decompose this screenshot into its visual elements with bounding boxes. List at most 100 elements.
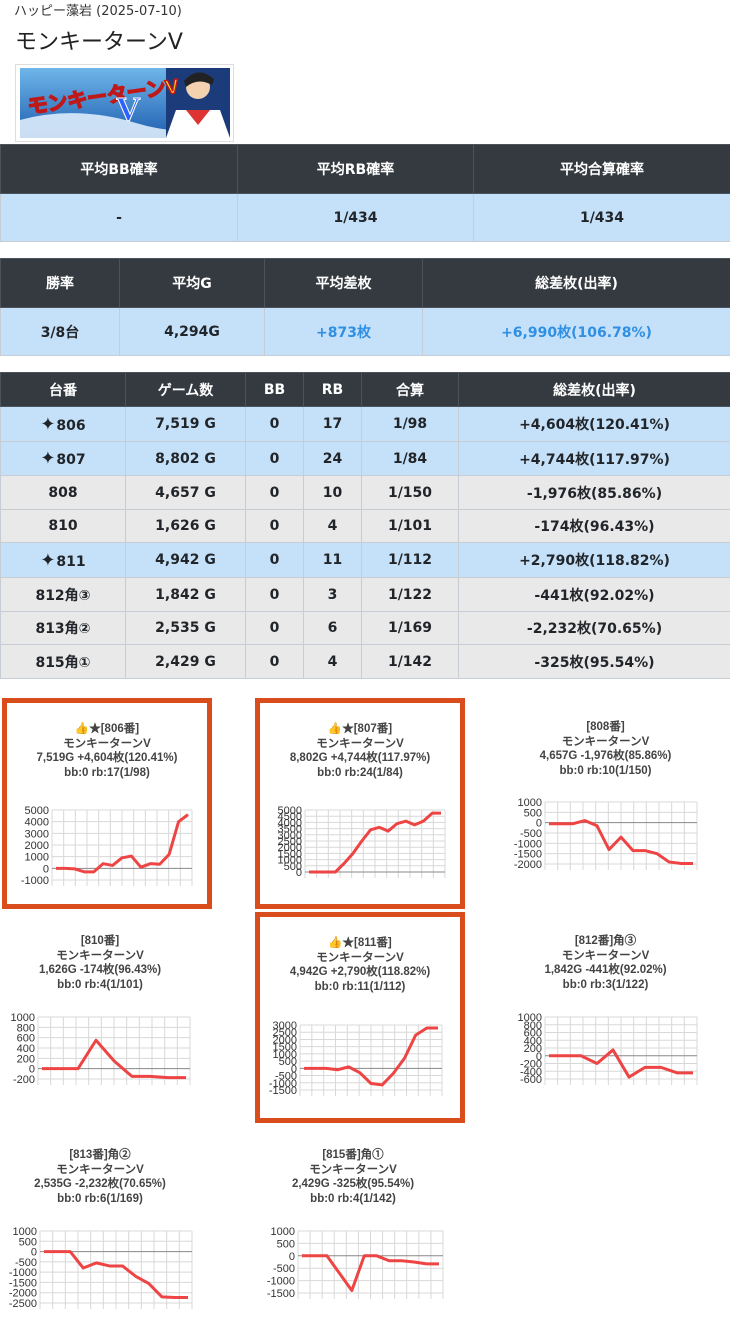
value-win-rate: 3/8台 [0, 307, 120, 356]
y-tick-label: -2500 [9, 1298, 37, 1310]
col-combined: 合算 [361, 372, 459, 407]
combined-cell: 1/112 [361, 542, 459, 578]
machine-table: 台番 ゲーム数 BB RB 合算 総差枚(出率) ✦806 7,519 G 0 17 1… [0, 372, 730, 679]
header-avg-bb: 平均BB確率 [0, 144, 238, 194]
y-tick-label: 1500 [273, 1042, 297, 1054]
y-tick-label: -600 [520, 1074, 542, 1086]
col-rb: RB [303, 372, 362, 407]
chart-title: 👍★[806番] モンキーターンV 7,519G +4,604枚(120.41%) b… [7, 722, 207, 780]
col-games: ゲーム数 [125, 372, 246, 407]
y-tick-label: 400 [524, 1035, 542, 1047]
y-tick-label: 400 [17, 1043, 35, 1055]
games-cell: 2,429 G [125, 644, 246, 679]
page-title: モンキーターンV [15, 30, 183, 55]
machine-chart-card: 👍★[806番] モンキーターンV 7,519G +4,604枚(120.41%) b… [2, 698, 212, 909]
chart-title-line: [813番]角② [69, 1149, 131, 1161]
chart-title-line: [808番] [586, 721, 625, 733]
rb-cell: 4 [303, 644, 362, 679]
chart-title-line: bb:0 rb:4(1/101) [57, 978, 143, 991]
chart-title-line: 1,626G -174枚(96.43%) [38, 964, 162, 976]
y-tick-label: -1000 [9, 1267, 37, 1279]
machine-chart-card: [808番] モンキーターンV 4,657G -1,976枚(85.86%) bb:0… [505, 696, 706, 896]
series-line [44, 1250, 188, 1299]
chart-title: [810番] モンキーターンV 1,626G -174枚(96.43%) bb:0 r… [0, 934, 200, 992]
combined-cell: 1/169 [361, 611, 459, 645]
machine-number: ✦806 [0, 406, 126, 442]
rb-cell: 11 [303, 542, 362, 578]
games-cell: 4,657 G [125, 475, 246, 510]
chart-title-line: モンキーターンV [309, 1163, 397, 1176]
chart-title-line: モンキーターンV [561, 735, 650, 748]
table-row: ✦811 4,942 G 0 11 1/112 +2,790枚(118.82%) [0, 542, 730, 578]
diff-cell: -174枚(96.43%) [458, 509, 730, 543]
machine-number-label: 811 [56, 553, 86, 570]
chart-title-line: モンキーターンV [561, 949, 650, 962]
games-cell: 1,626 G [125, 509, 246, 543]
table-row: 813角② 2,535 G 0 6 1/169 -2,232枚(70.65%) [0, 611, 730, 645]
y-tick-label: 0 [536, 818, 542, 830]
y-tick-label: 4000 [278, 817, 302, 829]
chart-title: [812番]角③ モンキーターンV 1,842G -441枚(92.02%) bb:0… [505, 934, 706, 992]
y-tick-label: 500 [19, 1236, 37, 1248]
chart-title-line: モンキーターンV [56, 949, 144, 962]
summary-table-results: 勝率 平均G 平均差枚 総差枚(出率) 3/8台 4,294G +873枚 +6… [0, 258, 730, 356]
header-avg-total: 平均合算確率 [473, 144, 730, 194]
value-avg-diff: +873枚 [264, 307, 423, 356]
series-line [549, 1048, 693, 1079]
y-tick-label: -500 [273, 1263, 295, 1275]
y-tick-label: 2500 [273, 1027, 297, 1039]
y-tick-label: 500 [524, 807, 542, 819]
machine-number-label: 807 [56, 452, 86, 468]
chart-title-line: [812番]角③ [574, 935, 637, 947]
machine-chart-card: [812番]角③ モンキーターンV 1,842G -441枚(92.02%) bb:0… [505, 910, 706, 1110]
chart-title-line: 4,657G -1,976枚(85.86%) [539, 750, 672, 762]
bb-cell: 0 [245, 644, 304, 679]
bb-cell: 0 [245, 611, 304, 645]
chart-title-line: bb:0 rb:6(1/169) [57, 1192, 143, 1205]
y-tick-label: 1000 [273, 1049, 297, 1061]
rb-cell: 10 [303, 475, 362, 510]
summary-table-probability: 平均BB確率 平均RB確率 平均合算確率 - 1/434 1/434 [0, 144, 730, 242]
y-tick-label: -1500 [514, 849, 542, 861]
y-tick-label: 1000 [271, 1226, 295, 1238]
svg-text:V: V [116, 91, 141, 128]
y-tick-label: -1000 [514, 838, 542, 850]
y-tick-label: -500 [15, 1257, 37, 1269]
machine-chart-card: [810番] モンキーターンV 1,626G -174枚(96.43%) bb:0 r… [0, 910, 200, 1110]
chart-title-line: 4,942G +2,790枚(118.82%) [289, 966, 431, 978]
series-line [302, 1254, 439, 1293]
y-tick-label: -1500 [269, 1085, 297, 1097]
y-tick-label: 1000 [25, 852, 49, 864]
y-tick-label: 2500 [278, 836, 302, 848]
chart-title-line: 8,802G +4,744枚(117.97%) [289, 752, 431, 764]
y-tick-label: 600 [524, 1028, 542, 1040]
value-avg-games: 4,294G [119, 307, 265, 356]
y-tick-label: -1500 [9, 1277, 37, 1289]
col-machine-number: 台番 [0, 372, 126, 407]
machine-chart-card: [815番]角① モンキーターンV 2,429G -325枚(95.54%) bb:0… [253, 1124, 453, 1323]
games-cell: 8,802 G [125, 441, 246, 476]
machine-number: 815角① [0, 644, 126, 679]
chart-title-line: 1,842G -441枚(92.02%) [544, 964, 667, 976]
machine-chart-card: [813番]角② モンキーターンV 2,535G -2,232枚(70.65%) bb… [0, 1124, 200, 1323]
diff-cell: -441枚(92.02%) [458, 577, 730, 612]
y-tick-label: -1000 [269, 1078, 297, 1090]
y-tick-label: 1000 [518, 797, 542, 809]
y-tick-label: 3000 [278, 830, 302, 842]
y-tick-label: 3500 [278, 824, 302, 836]
header-total-diff: 総差枚(出率) [422, 258, 730, 308]
chart-title-line: [810番] [80, 935, 120, 947]
header-win-rate: 勝率 [0, 258, 120, 308]
value-avg-rb: 1/434 [237, 193, 474, 242]
machine-number: 813角② [0, 611, 126, 645]
y-tick-label: 800 [17, 1022, 35, 1034]
table-row: 815角① 2,429 G 0 4 1/142 -325枚(95.54%) [0, 644, 730, 679]
value-total-diff: +6,990枚(106.78%) [422, 307, 730, 356]
y-tick-label: -200 [13, 1074, 35, 1086]
chart-title-line: bb:0 rb:11(1/112) [314, 980, 406, 993]
header-avg-diff: 平均差枚 [264, 258, 423, 308]
combined-cell: 1/142 [361, 644, 459, 679]
